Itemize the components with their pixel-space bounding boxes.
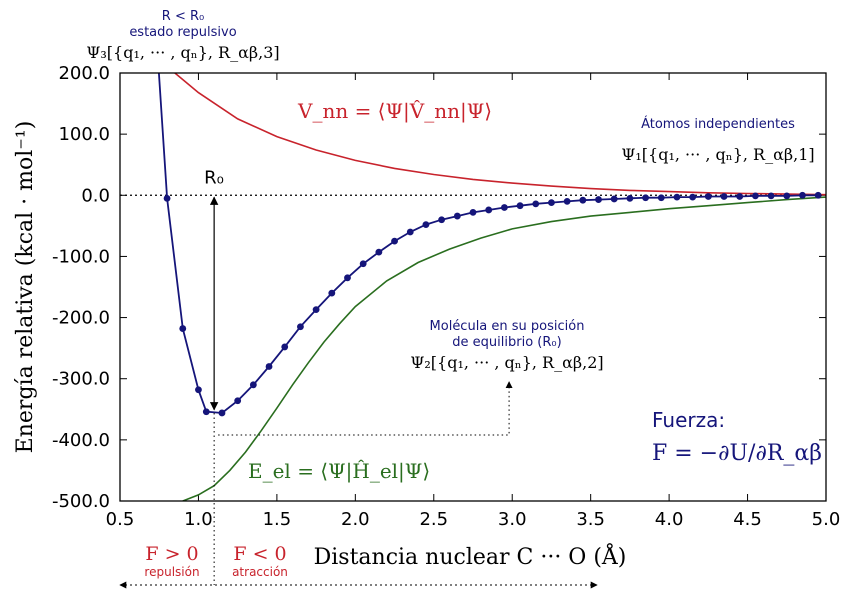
total-energy-markers	[163, 191, 822, 417]
total-energy-point	[328, 289, 336, 297]
x-tick-label: 1.5	[263, 509, 292, 530]
total-energy-point	[516, 202, 524, 210]
total-energy-point	[179, 325, 187, 332]
total-energy-point	[689, 193, 697, 201]
f-negative-label: F < 0	[233, 543, 286, 565]
x-tick-label: 0.5	[106, 509, 135, 530]
total-energy-point	[422, 221, 430, 229]
y-tick-label: 0.0	[81, 185, 110, 206]
total-energy-point	[548, 199, 555, 207]
minimum-guide-line	[218, 381, 513, 436]
total-energy-point	[485, 206, 493, 214]
vnn-curve	[174, 73, 826, 196]
total-energy-point	[375, 248, 383, 256]
vnn-label: V_nn = ⟨Ψ|V̂_nn|Ψ⟩	[297, 99, 492, 124]
total-energy-point	[767, 192, 775, 200]
total-energy-point	[642, 194, 649, 202]
y-tick-label: 100.0	[58, 124, 110, 145]
total-energy-point	[281, 343, 289, 351]
total-energy-point	[673, 193, 681, 201]
total-energy-point	[579, 196, 587, 204]
total-energy-point	[163, 194, 171, 202]
total-energy-point	[406, 228, 414, 236]
total-energy-point	[195, 386, 202, 394]
total-energy-point	[752, 192, 759, 200]
total-energy-point	[297, 323, 304, 331]
force-title: Fuerza:	[652, 408, 725, 432]
y-tick-label: -300.0	[52, 369, 110, 390]
total-energy-point	[783, 192, 791, 200]
x-axis-label: Distancia nuclear C ··· O (Å)	[314, 542, 627, 570]
y-tick-label: -500.0	[52, 491, 110, 512]
f-positive-sublabel: repulsión	[144, 565, 199, 579]
force-formula: F = −∂U/∂R_αβ	[652, 441, 822, 466]
x-tick-label: 3.5	[576, 509, 605, 530]
f-negative-sublabel: atracción	[232, 565, 288, 579]
psi1-label: Ψ₁[{q₁, ··· , qₙ}, R_αβ,1]	[621, 145, 814, 164]
total-energy-point	[814, 191, 822, 199]
total-energy-point	[469, 209, 477, 216]
y-tick-label: 200.0	[58, 63, 110, 84]
eel-curve	[182, 196, 826, 501]
total-energy-point	[249, 381, 257, 389]
y-axis-label: Energía relativa (kcal · mol⁻¹)	[13, 121, 38, 454]
x-tick-label: 1.0	[184, 509, 213, 530]
x-tick-label: 3.0	[498, 509, 527, 530]
psi2-label: Ψ₂[{q₁, ··· , qₙ}, R_αβ,2]	[410, 353, 603, 372]
independent-atoms-title: Átomos independientes	[641, 116, 795, 132]
x-tick-label: 4.5	[733, 509, 762, 530]
total-energy-point	[595, 196, 602, 203]
x-tick-label: 4.0	[655, 509, 684, 530]
total-energy-point	[563, 198, 571, 205]
total-energy-point	[312, 306, 320, 314]
total-energy-point	[500, 204, 508, 211]
equilibrium-title-2: de equilibrio (R₀)	[452, 335, 561, 350]
repulsive-title-2: estado repulsivo	[129, 25, 236, 40]
total-energy-point	[799, 191, 806, 199]
total-energy-point	[438, 216, 446, 224]
total-energy-point	[657, 194, 665, 202]
total-energy-point	[359, 260, 367, 268]
total-energy-point	[218, 409, 226, 417]
total-energy-point	[626, 194, 634, 202]
r0-label: R₀	[204, 167, 224, 188]
equilibrium-title-1: Molécula en su posición	[430, 319, 585, 334]
total-energy-point	[391, 237, 398, 245]
total-energy-point	[234, 397, 242, 405]
total-energy-point	[610, 195, 618, 203]
eel-label: E_el = ⟨Ψ|Ĥ_el|Ψ⟩	[248, 459, 430, 484]
axes-frame	[119, 72, 827, 502]
y-tick-label: -200.0	[52, 308, 110, 329]
total-energy-point	[736, 193, 744, 200]
y-tick-label: -400.0	[52, 430, 110, 451]
total-energy-point	[704, 193, 712, 200]
x-tick-label: 2.5	[419, 509, 448, 530]
total-energy-point	[532, 200, 540, 208]
total-energy-point	[202, 408, 210, 416]
f-positive-label: F > 0	[145, 543, 198, 565]
x-tick-label: 5.0	[812, 509, 841, 530]
y-tick-label: -100.0	[52, 246, 110, 267]
total-energy-point	[720, 193, 728, 200]
total-energy-point	[453, 212, 461, 220]
x-tick-label: 2.0	[341, 509, 370, 530]
psi3-label: Ψ₃[{q₁, ··· , qₙ}, R_αβ,3]	[86, 43, 279, 62]
total-energy-point	[344, 274, 351, 282]
total-energy-point	[265, 363, 273, 370]
repulsive-title-1: R < R₀	[162, 9, 204, 24]
